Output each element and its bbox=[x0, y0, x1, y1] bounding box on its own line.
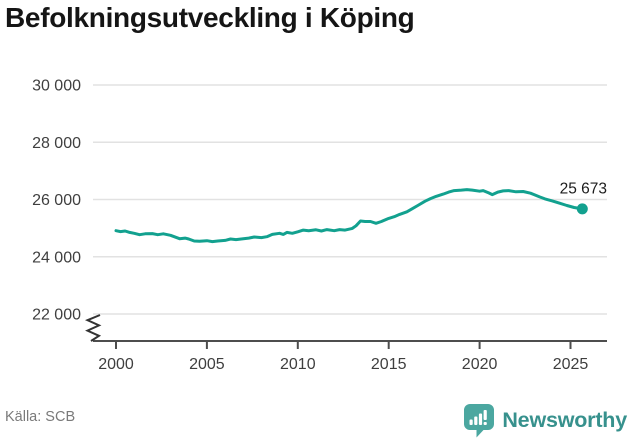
end-point-label: 25 673 bbox=[560, 180, 607, 197]
axis-break-icon bbox=[84, 314, 102, 342]
x-axis-labels: 2000 2005 2010 2015 2020 2025 bbox=[98, 356, 588, 373]
y-axis-labels: 22 000 24 000 26 000 28 000 30 000 bbox=[32, 78, 81, 324]
y-tick-label: 28 000 bbox=[32, 135, 81, 152]
y-tick-label: 30 000 bbox=[32, 78, 81, 95]
x-tick-label: 2020 bbox=[462, 356, 498, 373]
gridlines bbox=[93, 84, 607, 315]
chart-title: Befolkningsutveckling i Köping bbox=[5, 2, 415, 33]
x-tick-label: 2025 bbox=[553, 356, 589, 373]
x-tick-label: 2015 bbox=[371, 356, 407, 373]
x-tick-label: 2010 bbox=[280, 356, 316, 373]
y-tick-label: 26 000 bbox=[32, 192, 81, 209]
x-tick-label: 2005 bbox=[189, 356, 225, 373]
end-point-marker bbox=[576, 203, 588, 215]
bar-chart-speech-bubble-icon bbox=[464, 404, 495, 438]
population-line bbox=[114, 188, 584, 244]
source-note: Källa: SCB bbox=[5, 409, 76, 425]
y-tick-label: 24 000 bbox=[32, 249, 81, 266]
x-axis-ticks bbox=[115, 341, 572, 349]
y-tick-label: 22 000 bbox=[32, 307, 81, 324]
brand-name: Newsworthy bbox=[502, 408, 627, 432]
x-tick-label: 2000 bbox=[98, 356, 134, 373]
brand-footer: Newsworthy bbox=[463, 403, 627, 438]
